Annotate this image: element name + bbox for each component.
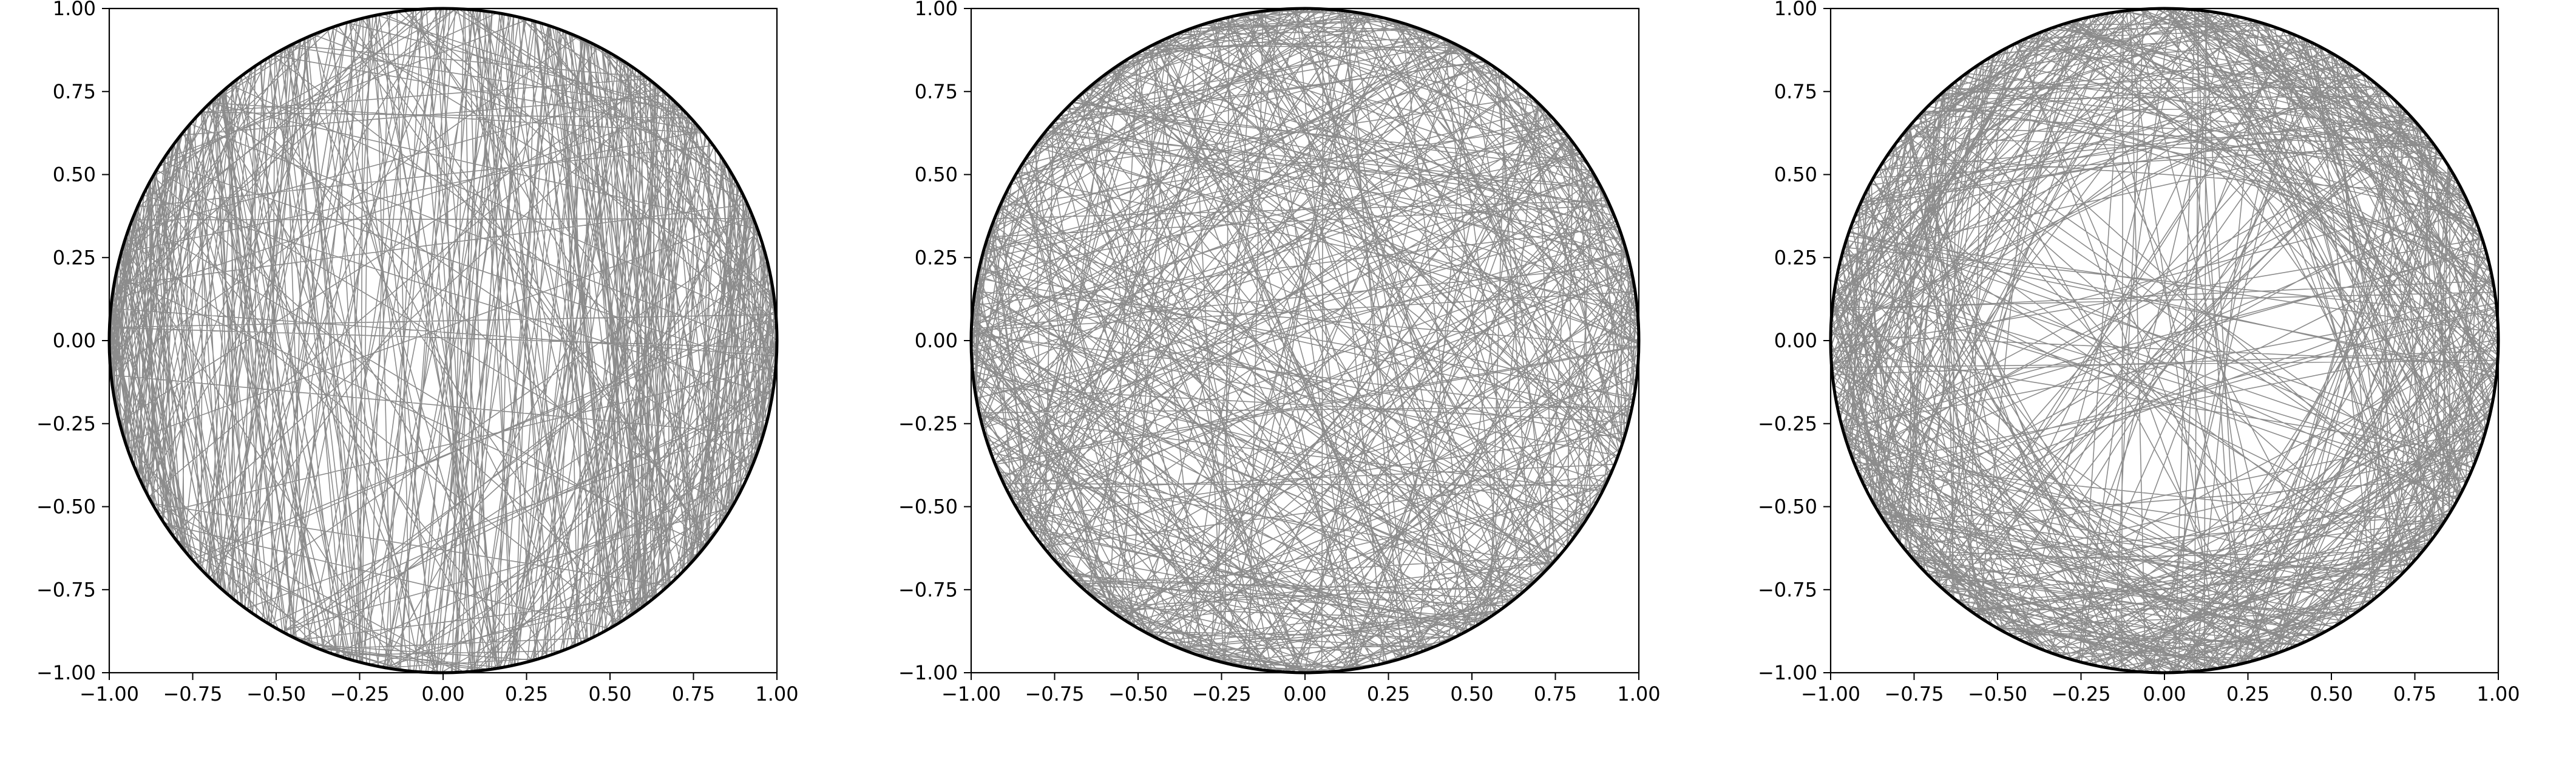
x-tick-label: 1.00 (755, 682, 798, 706)
y-tick-label: −0.75 (1758, 578, 1817, 601)
x-tick-label: 0.00 (1283, 682, 1326, 706)
x-tick-label: 0.50 (1450, 682, 1493, 706)
x-tick-label: 0.25 (505, 682, 548, 706)
y-tick-label: 1.00 (53, 0, 96, 20)
x-tick-label: 0.25 (1367, 682, 1410, 706)
x-tick-label: 0.75 (672, 682, 715, 706)
y-tick-label: 0.50 (53, 163, 96, 186)
y-tick-label: −0.75 (898, 578, 958, 601)
y-tick-label: −0.50 (1758, 495, 1817, 518)
y-tick-label: −0.25 (898, 412, 958, 435)
chord-path (1831, 8, 2498, 673)
subplot-1: −1.00 −0.75 −0.50 −0.25 0.00 0.25 0.50 0.75 1.00… (36, 0, 799, 706)
x-tick-label: −0.25 (2051, 682, 2110, 706)
x-tick-label: 1.00 (1617, 682, 1660, 706)
x-tick-label: −1.00 (941, 682, 1001, 706)
x-tick-label: 0.25 (2226, 682, 2269, 706)
subplot-2: −1.00 −0.75 −0.50 −0.25 0.00 0.25 0.50 0.75 1.00… (898, 0, 1661, 706)
x-tick-label: 0.75 (1534, 682, 1577, 706)
y-tick-label: −1.00 (1758, 661, 1817, 684)
y-tick-label: −0.75 (36, 578, 96, 601)
y-tick-label: 0.25 (53, 246, 96, 269)
x-tick-label: −0.50 (1108, 682, 1168, 706)
chord-lines (109, 8, 777, 673)
y-tick-label: 0.75 (1774, 80, 1817, 103)
y-tick-label: −0.50 (898, 495, 958, 518)
y-tick-label: −1.00 (36, 661, 96, 684)
x-tick-label: −0.75 (1025, 682, 1084, 706)
chord-path (109, 8, 777, 673)
x-tick-label: −0.50 (246, 682, 306, 706)
y-tick-label: 1.00 (915, 0, 958, 20)
y-tick-label: −0.25 (1758, 412, 1817, 435)
y-tick-label: 0.00 (915, 329, 958, 352)
panels: −1.00 −0.75 −0.50 −0.25 0.00 0.25 0.50 0.75 1.00… (36, 0, 2520, 706)
x-tick-label: −0.75 (163, 682, 222, 706)
y-tick-label: 0.50 (1774, 163, 1817, 186)
x-tick-label: −0.25 (1191, 682, 1251, 706)
x-tick-label: −1.00 (80, 682, 139, 706)
y-tick-label: 0.00 (53, 329, 96, 352)
x-tick-label: 0.50 (2310, 682, 2353, 706)
y-tick-label: 1.00 (1774, 0, 1817, 20)
y-tick-label: 0.00 (1774, 329, 1817, 352)
x-tick-label: 0.75 (2393, 682, 2436, 706)
x-tick-label: 0.00 (421, 682, 464, 706)
y-tick-label: −0.25 (36, 412, 96, 435)
x-tick-label: −0.75 (1884, 682, 1944, 706)
y-tick-label: 0.75 (915, 80, 958, 103)
x-tick-label: −1.00 (1801, 682, 1860, 706)
x-tick-label: 0.50 (588, 682, 631, 706)
y-tick-label: 0.50 (915, 163, 958, 186)
subplot-3: −1.00 −0.75 −0.50 −0.25 0.00 0.25 0.50 0.75 1.00… (1758, 0, 2520, 706)
x-tick-label: 1.00 (2476, 682, 2520, 706)
y-tick-label: 0.75 (53, 80, 96, 103)
y-tick-label: 0.25 (1774, 246, 1817, 269)
y-tick-label: 0.25 (915, 246, 958, 269)
y-tick-label: −0.50 (36, 495, 96, 518)
y-tick-label: −1.00 (898, 661, 958, 684)
x-tick-label: −0.25 (330, 682, 389, 706)
x-tick-label: 0.00 (2143, 682, 2186, 706)
x-tick-label: −0.50 (1968, 682, 2027, 706)
chord-lines (1831, 8, 2498, 673)
